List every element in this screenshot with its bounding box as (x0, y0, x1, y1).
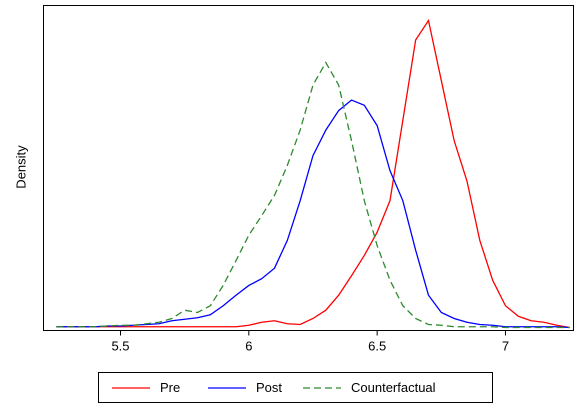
density-line (56, 61, 570, 329)
density-line (56, 18, 570, 329)
x-tick-label: 6.5 (368, 339, 386, 354)
x-tick-label: 5.5 (111, 339, 129, 354)
x-tick-label: 7 (502, 339, 509, 354)
legend-box (98, 372, 493, 403)
legend: Pre Post Counterfactual (112, 380, 436, 395)
plot-area (56, 18, 570, 329)
legend-label: Post (256, 380, 282, 395)
density-line (56, 99, 570, 329)
plot-frame (43, 5, 574, 331)
legend-label: Counterfactual (351, 380, 436, 395)
x-tick-label: 6 (245, 339, 252, 354)
y-axis-label: Density (13, 145, 28, 189)
legend-label: Pre (160, 380, 180, 395)
